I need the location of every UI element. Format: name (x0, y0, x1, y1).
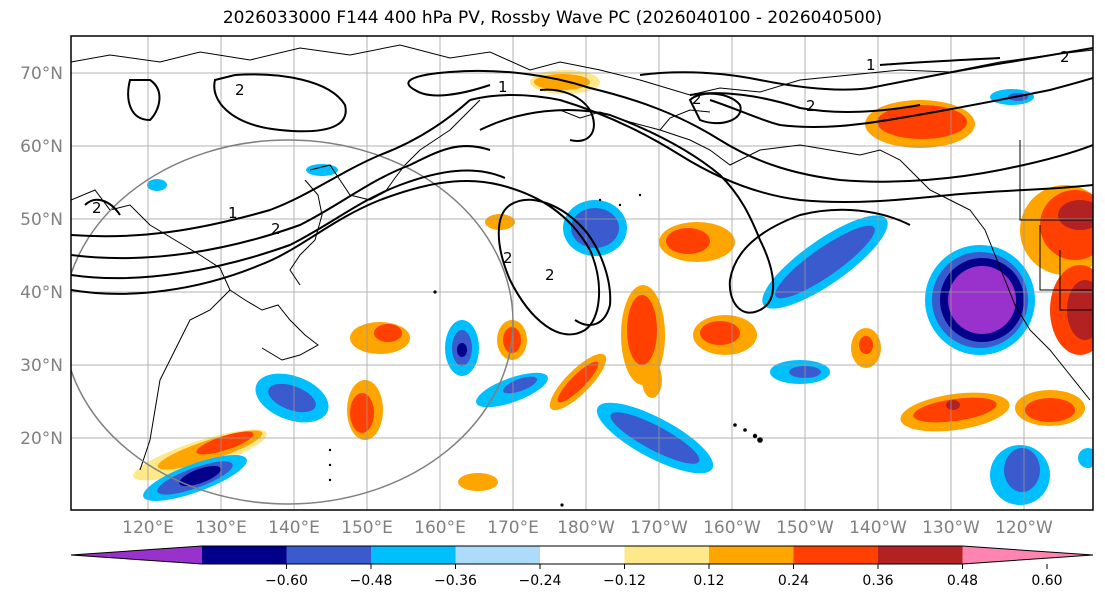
colorbar-label: −0.48 (350, 573, 393, 589)
colorbar-label: −0.24 (519, 573, 562, 589)
colorbar-band (624, 546, 710, 564)
colorbar-extend-max (962, 546, 1093, 564)
anomaly-central-west-core (350, 393, 374, 433)
lat-tick-label: 60°N (20, 137, 63, 157)
lon-tick-label: 160°E (414, 518, 466, 538)
chart-title: 2026033000 F144 400 hPa PV, Rossby Wave … (222, 8, 883, 28)
colorbar-band (286, 546, 372, 564)
colorbar-band (202, 546, 287, 564)
lon-tick-label: 150°E (341, 518, 393, 538)
anomaly-130w-south (900, 392, 1010, 432)
anomaly-subtropic-left (133, 429, 267, 481)
contour-label: 2 (692, 90, 702, 108)
colorbar-label: 0.60 (1031, 573, 1062, 589)
colorbar-label: −0.12 (603, 573, 646, 589)
colorbar-label: −0.60 (265, 573, 308, 589)
anomaly-japan-south-core (374, 324, 402, 342)
anomaly-ne-pacific-coast (925, 245, 1035, 355)
lon-tick-label: 140°E (268, 518, 320, 538)
anomaly-edge-south (1078, 448, 1093, 468)
anomaly-170w (621, 285, 665, 398)
contour-label: 2 (235, 81, 245, 99)
positive-anomalies (133, 70, 1093, 491)
colorbar-band (371, 546, 456, 564)
latitude-labels: 70°N 60°N 50°N 40°N 30°N 20°N (20, 64, 63, 449)
anomaly-siberia (147, 179, 167, 191)
coastlines (71, 44, 1093, 471)
colorbar-label: −0.36 (434, 573, 477, 589)
colorbar-label: 0.24 (778, 573, 809, 589)
contour-label: 2 (806, 97, 816, 115)
anomaly-150w-streak (762, 215, 888, 309)
lat-tick-label: 40°N (20, 283, 63, 303)
lat-tick-label: 30°N (20, 356, 63, 376)
colorbar-extend-min (71, 546, 202, 564)
lat-tick-label: 70°N (20, 64, 63, 84)
anomaly-155w-core (700, 321, 740, 345)
colorbar-band (455, 546, 541, 564)
colorbar-label: 0.48 (947, 573, 978, 589)
anomaly-140w-core (859, 336, 873, 354)
anomaly-175e-core (502, 376, 538, 394)
islands (328, 193, 763, 507)
contour-label-group: 2 2 2 2 1 1 1 2 2 2 2 (92, 48, 1070, 284)
colorbar-band (878, 546, 963, 564)
lon-tick-label: 160°W (703, 518, 761, 538)
contour-label: 2 (92, 199, 102, 217)
contour-label: 2 (503, 249, 513, 267)
anomaly-180w-streak (549, 353, 607, 411)
anomaly-120w-south-core (1025, 398, 1075, 422)
colorbar-label: 0.36 (862, 573, 893, 589)
lon-tick-label: 150°W (776, 518, 834, 538)
anomaly-165e (445, 320, 479, 376)
lat-tick-label: 20°N (20, 429, 63, 449)
colorbar-band (793, 546, 879, 564)
colorbar-label: 0.12 (693, 573, 724, 589)
contour-label: 1 (228, 204, 238, 222)
lon-tick-label: 170°W (630, 518, 688, 538)
lon-tick-label: 120°E (122, 518, 174, 538)
longitude-labels: 120°E 130°E 140°E 150°E 160°E 170°E 180°… (122, 518, 1053, 538)
anomaly-alaska (865, 100, 975, 148)
lon-tick-label: 130°W (922, 518, 980, 538)
anomaly-145e (255, 373, 329, 423)
contour-label: 2 (271, 220, 281, 238)
graticule (71, 36, 1093, 510)
lon-tick-label: 170°E (487, 518, 539, 538)
map-frame (70, 35, 1094, 511)
lon-tick-label: 140°W (849, 518, 907, 538)
colorbar-outline (70, 545, 1094, 565)
anomaly-okhotsk (306, 164, 338, 176)
lon-tick-label: 180°W (557, 518, 615, 538)
contour-label: 2 (545, 266, 555, 284)
pv-contours (71, 47, 1093, 336)
anomaly-165w-core (666, 228, 710, 254)
anomaly-south-small (458, 473, 498, 491)
negative-anomalies (143, 89, 1093, 505)
colorbar-band (709, 546, 794, 564)
lon-tick-label: 130°E (195, 518, 247, 538)
anomaly-180w-north (563, 200, 627, 256)
lat-tick-label: 50°N (20, 210, 63, 230)
contour-label: 1 (498, 78, 508, 96)
colorbar-band (540, 546, 625, 564)
colorbar: −0.60 −0.48 −0.36 −0.24 −0.12 0.12 0.24 0.36 0.4… (70, 545, 1094, 589)
lon-tick-label: 120°W (995, 518, 1053, 538)
anomaly-125w-south (990, 445, 1050, 505)
contour-label: 2 (1060, 48, 1070, 66)
contour-label: 1 (866, 56, 876, 74)
region-circle (71, 139, 514, 505)
